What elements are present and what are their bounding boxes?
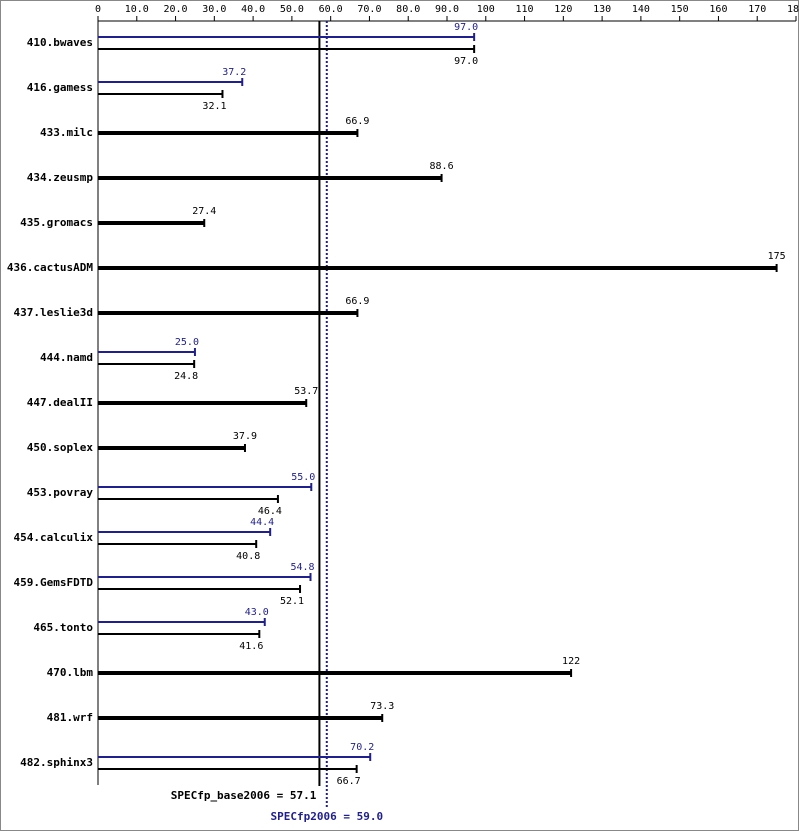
value-label: 66.9: [345, 116, 369, 127]
x-tick-label: 40.0: [241, 4, 265, 15]
value-label: 175: [768, 251, 786, 262]
value-label: 41.6: [239, 641, 263, 652]
bar: [98, 93, 223, 95]
category-label: 453.povray: [27, 486, 94, 499]
value-label: 97.0: [454, 56, 478, 67]
category-label: 435.gromacs: [20, 216, 93, 229]
bar: [98, 311, 358, 315]
x-tick-label: 130: [593, 4, 611, 15]
category-label: 450.soplex: [27, 441, 94, 454]
x-tick-label: 90.0: [435, 4, 459, 15]
bar: [98, 588, 301, 590]
value-label: 66.7: [337, 776, 361, 787]
reference-label: SPECfp_base2006 = 57.1: [171, 789, 317, 802]
bar: [98, 621, 265, 623]
bar: [98, 756, 371, 758]
x-tick-label: 180: [787, 4, 799, 15]
x-tick-label: 60.0: [319, 4, 343, 15]
bar: [98, 81, 243, 83]
x-tick-label: 30.0: [202, 4, 226, 15]
x-tick-label: 0: [95, 4, 101, 15]
x-tick-label: 80.0: [396, 4, 420, 15]
bar: [98, 716, 383, 720]
category-label: 434.zeusmp: [27, 171, 94, 184]
category-label: 481.wrf: [47, 711, 93, 724]
category-label: 416.gamess: [27, 81, 93, 94]
category-label: 437.leslie3d: [14, 306, 93, 319]
bar: [98, 768, 357, 770]
value-label: 73.3: [370, 701, 394, 712]
value-label: 66.9: [345, 296, 369, 307]
value-label: 37.2: [222, 67, 246, 78]
category-label: 447.dealII: [27, 396, 93, 409]
x-tick-label: 50.0: [280, 4, 304, 15]
value-label: 122: [562, 656, 580, 667]
x-tick-label: 110: [516, 4, 534, 15]
category-label: 465.tonto: [33, 621, 93, 634]
value-label: 70.2: [350, 742, 374, 753]
bar: [98, 48, 475, 50]
value-label: 24.8: [174, 371, 198, 382]
bar: [98, 176, 442, 180]
bar: [98, 576, 311, 578]
bar: [98, 633, 260, 635]
category-label: 444.namd: [40, 351, 93, 364]
category-label: 410.bwaves: [27, 36, 93, 49]
bar: [98, 486, 312, 488]
value-label: 88.6: [430, 161, 454, 172]
value-label: 25.0: [175, 337, 199, 348]
value-label: 52.1: [280, 596, 304, 607]
value-label: 44.4: [250, 517, 274, 528]
value-label: 46.4: [258, 506, 282, 517]
value-label: 53.7: [294, 386, 318, 397]
value-label: 55.0: [291, 472, 315, 483]
x-tick-label: 10.0: [125, 4, 149, 15]
value-label: 54.8: [290, 562, 314, 573]
bar: [98, 131, 358, 135]
value-label: 97.0: [454, 22, 478, 33]
bar: [98, 446, 245, 450]
x-tick-label: 100: [477, 4, 495, 15]
bar: [98, 543, 257, 545]
bar: [98, 36, 475, 38]
bar: [98, 363, 195, 365]
x-tick-label: 120: [554, 4, 572, 15]
bar: [98, 351, 195, 353]
category-label: 459.GemsFDTD: [14, 576, 94, 589]
bar: [98, 221, 205, 225]
bar: [98, 531, 271, 533]
bar: [98, 498, 278, 500]
category-label: 454.calculix: [14, 531, 94, 544]
bar: [98, 266, 777, 270]
value-label: 40.8: [236, 551, 260, 562]
x-tick-label: 150: [671, 4, 689, 15]
bar: [98, 671, 572, 675]
category-label: 482.sphinx3: [20, 756, 93, 769]
x-tick-label: 160: [709, 4, 727, 15]
category-label: 436.cactusADM: [7, 261, 93, 274]
category-label: 470.lbm: [47, 666, 94, 679]
reference-label: SPECfp2006 = 59.0: [270, 810, 383, 823]
value-label: 27.4: [192, 206, 216, 217]
category-label: 433.milc: [40, 126, 93, 139]
value-label: 43.0: [245, 607, 269, 618]
x-tick-label: 70.0: [357, 4, 381, 15]
x-tick-label: 140: [632, 4, 650, 15]
value-label: 32.1: [202, 101, 226, 112]
x-tick-label: 20.0: [164, 4, 188, 15]
value-label: 37.9: [233, 431, 257, 442]
bar: [98, 401, 307, 405]
x-tick-label: 170: [748, 4, 766, 15]
